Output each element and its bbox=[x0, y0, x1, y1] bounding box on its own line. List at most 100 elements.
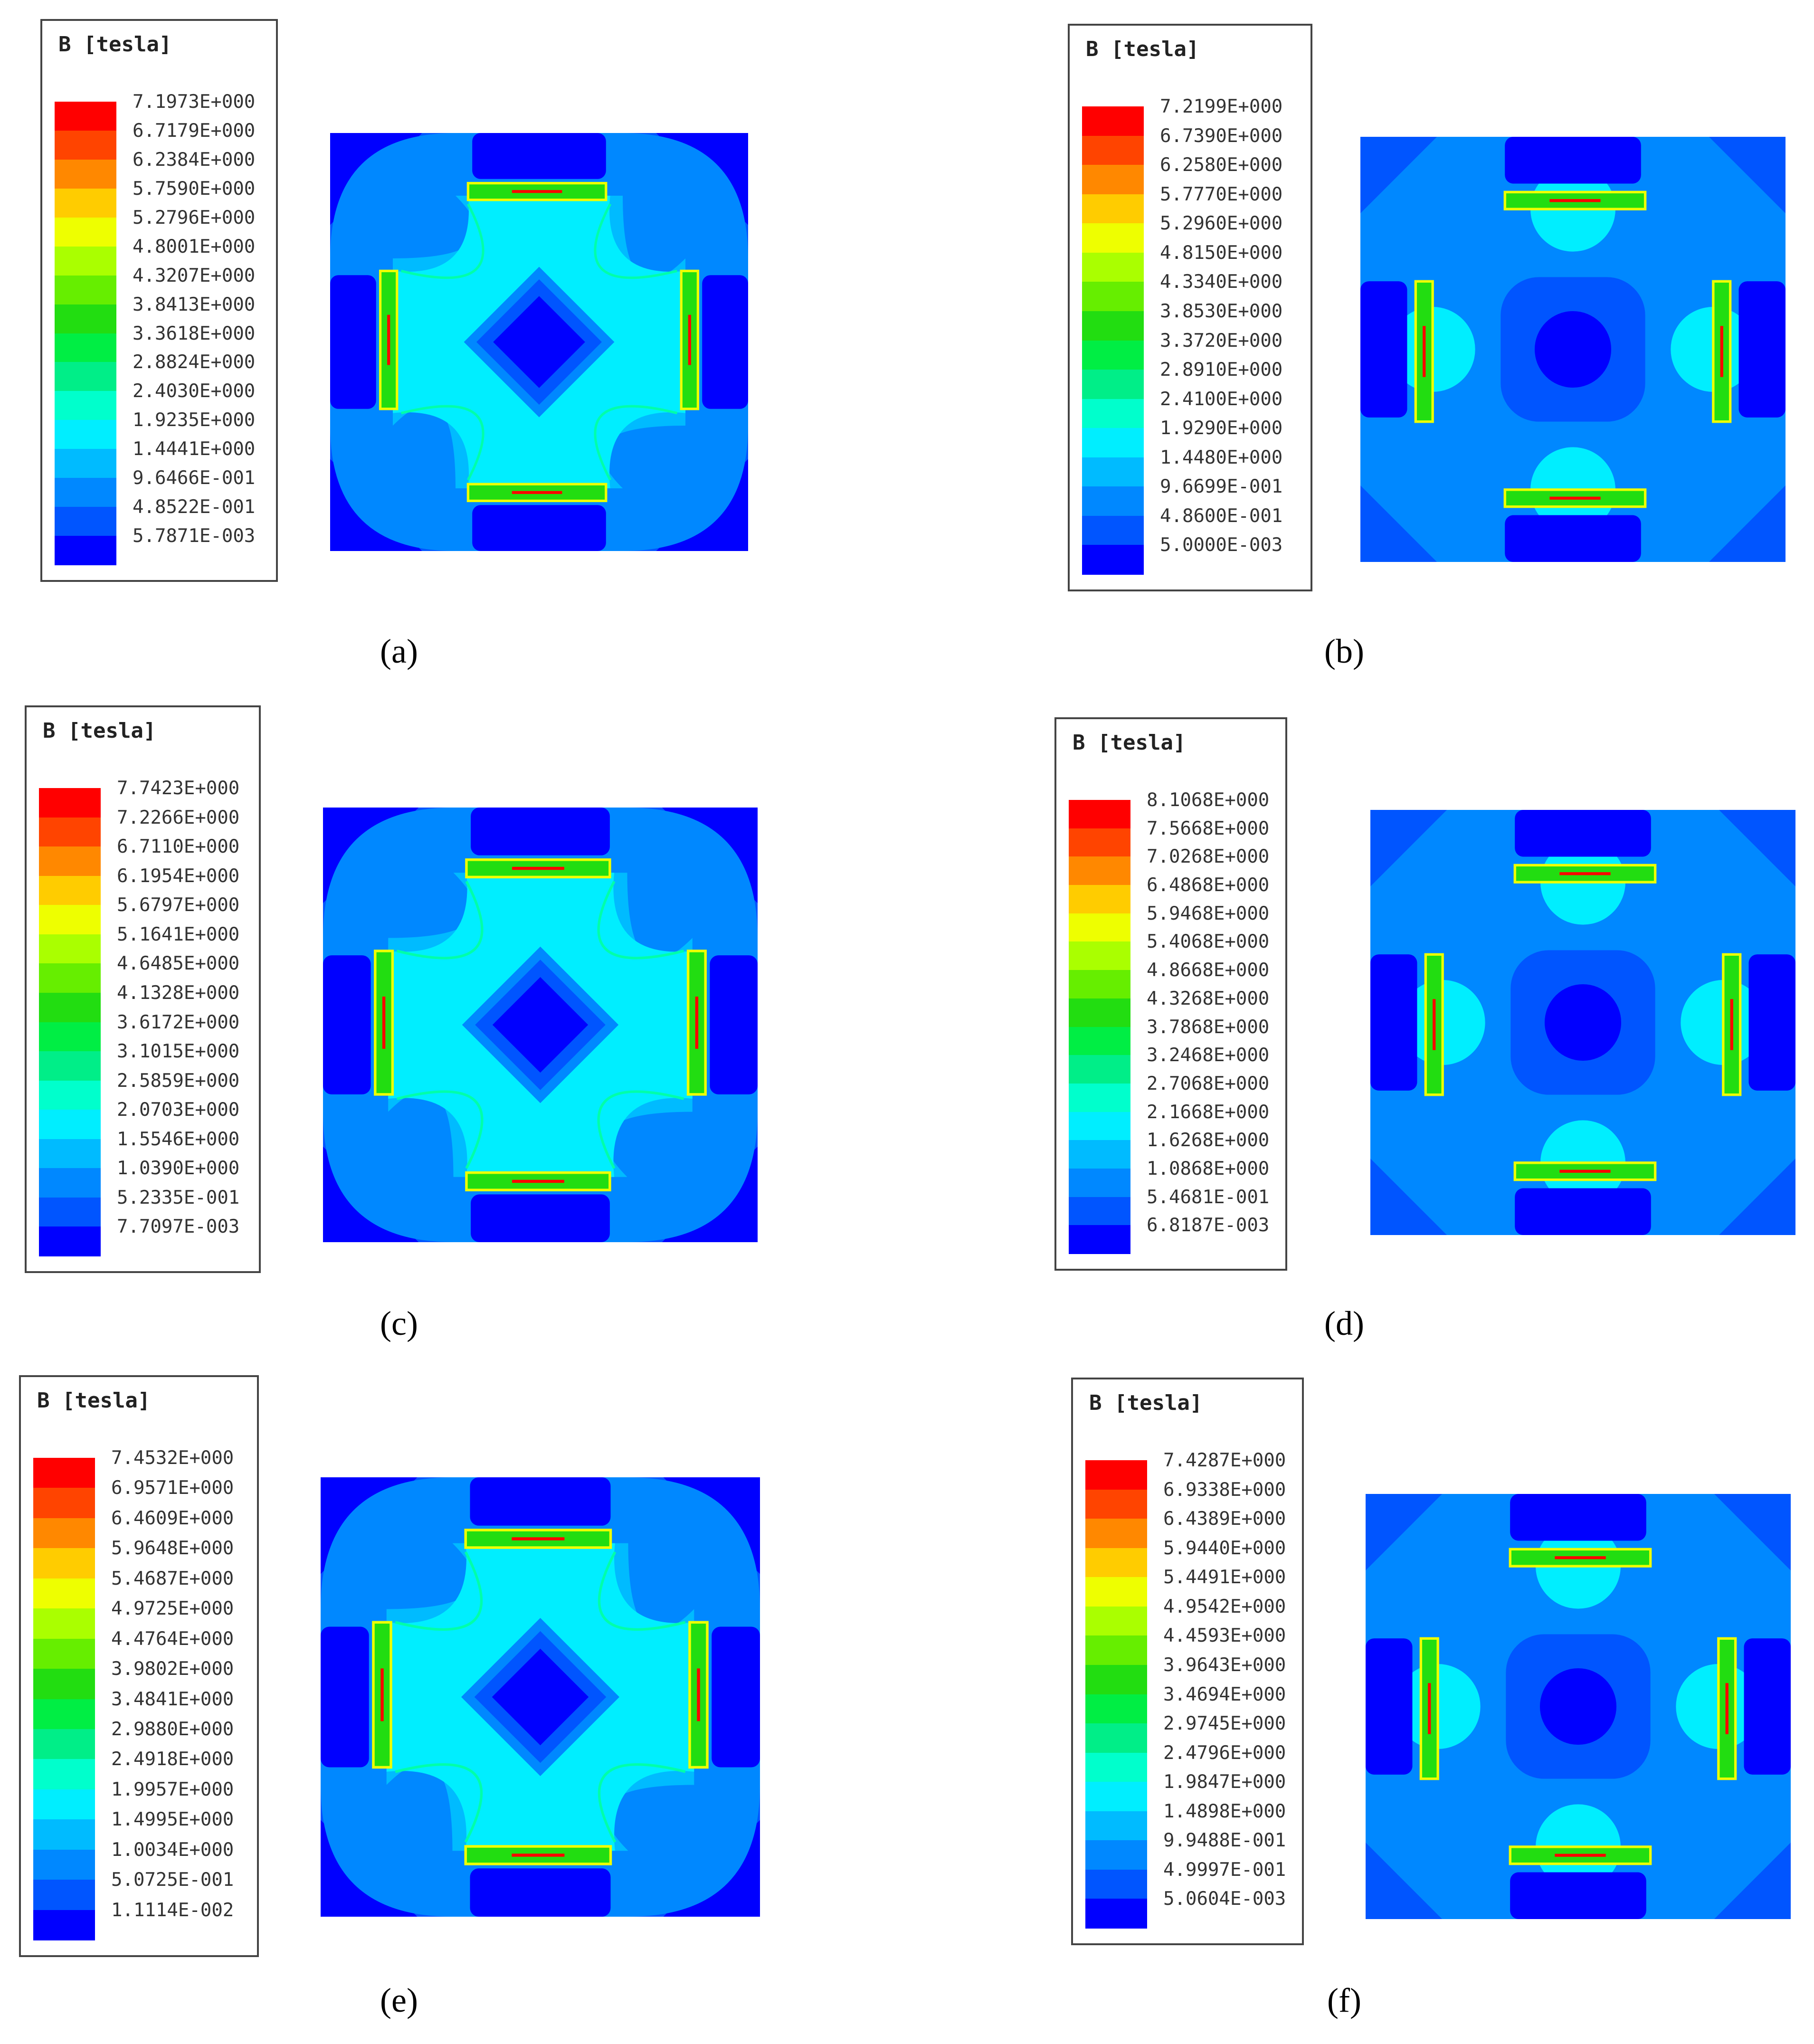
legend-swatch bbox=[1069, 856, 1130, 886]
magnet-block bbox=[702, 275, 748, 409]
flux-arc bbox=[400, 203, 484, 279]
legend-swatch bbox=[1085, 1489, 1147, 1520]
legend-value: 4.3268E+000 bbox=[1147, 988, 1270, 1009]
magnet-block bbox=[710, 955, 758, 1094]
flux-arc bbox=[395, 1551, 483, 1631]
legend-swatch bbox=[1085, 1782, 1147, 1812]
legend-value: 4.6485E+000 bbox=[117, 953, 240, 975]
legend-value: 1.0868E+000 bbox=[1147, 1158, 1270, 1179]
corner-zone bbox=[1719, 810, 1795, 887]
legend-value: 4.8522E-001 bbox=[133, 496, 256, 518]
field-map bbox=[321, 1477, 760, 1917]
legend-box: B [tesla] 7.4532E+000 6.9571E+000 6.4609E+0… bbox=[19, 1375, 259, 1957]
legend-swatch bbox=[1069, 1055, 1130, 1084]
legend-swatch bbox=[1069, 828, 1130, 857]
magnet-block bbox=[1360, 281, 1407, 418]
legend-value: 4.1328E+000 bbox=[117, 982, 240, 1004]
legend-value: 2.4030E+000 bbox=[133, 380, 256, 402]
magnet-block bbox=[1748, 954, 1795, 1091]
legend-value: 7.2199E+000 bbox=[1160, 96, 1283, 117]
legend-swatch bbox=[1085, 1723, 1147, 1753]
legend-swatch bbox=[33, 1910, 95, 1940]
legend-swatch bbox=[39, 992, 101, 1023]
legend-value: 3.4841E+000 bbox=[111, 1688, 234, 1710]
legend-value: 1.5546E+000 bbox=[117, 1128, 240, 1150]
legend-swatch bbox=[1085, 1694, 1147, 1724]
corner-zone bbox=[1366, 1842, 1443, 1919]
magnet-block bbox=[323, 955, 371, 1094]
legend-title: B [tesla] bbox=[1086, 37, 1199, 61]
legend-value: 3.1015E+000 bbox=[117, 1041, 240, 1063]
legend-swatch bbox=[55, 478, 116, 508]
legend-swatch bbox=[33, 1699, 95, 1730]
legend-value: 4.8150E+000 bbox=[1160, 242, 1283, 264]
legend-value: 4.9542E+000 bbox=[1163, 1596, 1286, 1617]
legend-swatch bbox=[33, 1608, 95, 1639]
legend-swatch bbox=[1085, 1869, 1147, 1900]
flux-arc bbox=[597, 881, 684, 960]
legend-swatch bbox=[1082, 428, 1144, 458]
legend-value: 5.2335E-001 bbox=[117, 1187, 240, 1208]
legend-swatch bbox=[33, 1638, 95, 1670]
field-map bbox=[330, 133, 748, 551]
legend-swatch bbox=[33, 1729, 95, 1760]
legend-value: 4.9725E+000 bbox=[111, 1598, 234, 1620]
corner-zone bbox=[1366, 1494, 1443, 1571]
legend-swatch bbox=[1082, 545, 1144, 575]
legend-swatch bbox=[33, 1518, 95, 1549]
legend-swatch bbox=[1085, 1899, 1147, 1929]
legend-value: 3.9643E+000 bbox=[1163, 1654, 1286, 1676]
legend-swatch bbox=[1082, 194, 1144, 224]
legend-value: 2.8824E+000 bbox=[133, 352, 256, 373]
legend-value: 4.4593E+000 bbox=[1163, 1625, 1286, 1647]
legend-value: 5.2960E+000 bbox=[1160, 213, 1283, 235]
legend-swatch bbox=[1085, 1840, 1147, 1870]
panel-caption: (e) bbox=[380, 1981, 418, 2019]
legend-value: 2.8910E+000 bbox=[1160, 359, 1283, 381]
legend-value: 1.4441E+000 bbox=[133, 438, 256, 460]
legend-value: 6.4389E+000 bbox=[1163, 1508, 1286, 1530]
legend-swatch bbox=[1085, 1519, 1147, 1549]
legend-value: 3.4694E+000 bbox=[1163, 1683, 1286, 1705]
corner-zone bbox=[1370, 1158, 1447, 1235]
magnet-block bbox=[470, 1477, 611, 1526]
field-map bbox=[1370, 810, 1795, 1235]
legend-value: 6.9571E+000 bbox=[111, 1477, 234, 1499]
magnet-group bbox=[1370, 810, 1795, 1235]
corner-zone bbox=[1370, 810, 1447, 887]
legend-value: 6.7390E+000 bbox=[1160, 125, 1283, 147]
legend-swatch bbox=[55, 333, 116, 363]
legend-swatch bbox=[1082, 311, 1144, 341]
legend-swatch bbox=[39, 1110, 101, 1140]
legend-swatch bbox=[1085, 1635, 1147, 1665]
legend-swatch bbox=[55, 275, 116, 305]
field-map-svg bbox=[1360, 137, 1786, 562]
legend-value: 2.5859E+000 bbox=[117, 1070, 240, 1092]
legend-swatch bbox=[1069, 970, 1130, 999]
legend-swatch bbox=[1082, 515, 1144, 546]
legend-value: 7.7423E+000 bbox=[117, 778, 240, 799]
legend-value: 1.9957E+000 bbox=[111, 1778, 234, 1800]
legend-value: 5.0604E-003 bbox=[1163, 1888, 1286, 1910]
legend-swatch bbox=[1082, 223, 1144, 253]
legend-value: 6.1954E+000 bbox=[117, 865, 240, 887]
legend-value: 1.9235E+000 bbox=[133, 409, 256, 431]
legend-value: 7.2266E+000 bbox=[117, 807, 240, 828]
legend-value: 8.1068E+000 bbox=[1147, 789, 1270, 811]
legend-box: B [tesla] 7.2199E+000 6.7390E+000 6.2580E+0… bbox=[1068, 24, 1312, 591]
center-diamond-inner bbox=[492, 1648, 589, 1746]
legend-value: 5.4687E+000 bbox=[111, 1568, 234, 1589]
corner-zone bbox=[1360, 485, 1437, 562]
legend-value: 9.6466E-001 bbox=[133, 467, 256, 489]
legend-swatch bbox=[1082, 340, 1144, 371]
field-map-svg bbox=[321, 1477, 760, 1917]
legend-swatch bbox=[39, 963, 101, 993]
magnet-group bbox=[1360, 137, 1786, 562]
magnet-block bbox=[712, 1626, 760, 1768]
panel-caption: (f) bbox=[1327, 1981, 1361, 2019]
legend-value: 2.1668E+000 bbox=[1147, 1101, 1270, 1123]
legend-swatch bbox=[1069, 913, 1130, 942]
legend-swatch bbox=[1069, 1168, 1130, 1198]
legend-box: B [tesla] 7.7423E+000 7.2266E+000 6.7110E+0… bbox=[25, 705, 261, 1273]
legend-swatch bbox=[55, 217, 116, 247]
